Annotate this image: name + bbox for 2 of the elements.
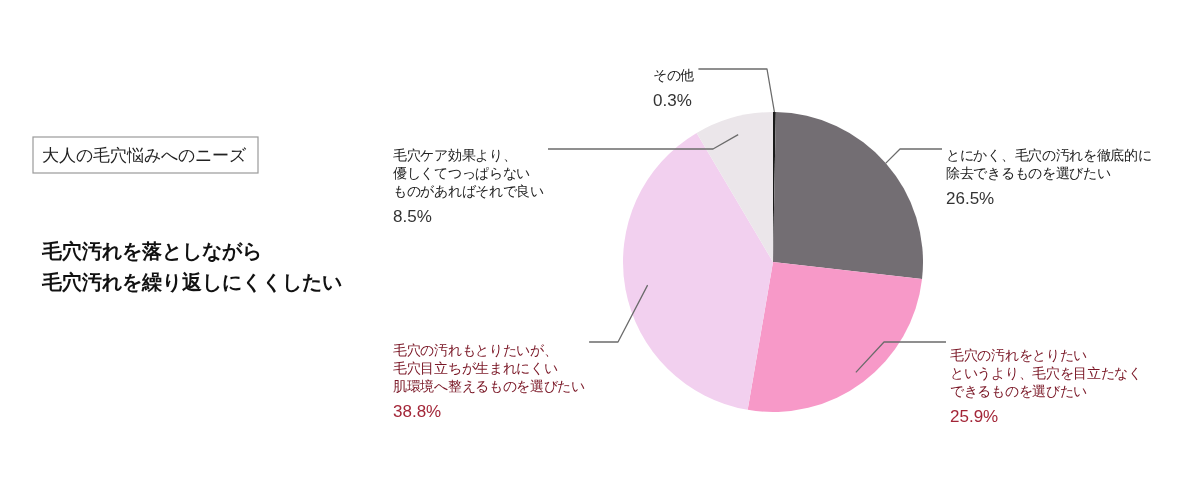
subtitle: 毛穴汚れを落としながら毛穴汚れを繰り返しにくくしたい <box>42 240 342 293</box>
title: 大人の毛穴悩みへのニーズ <box>32 136 259 174</box>
